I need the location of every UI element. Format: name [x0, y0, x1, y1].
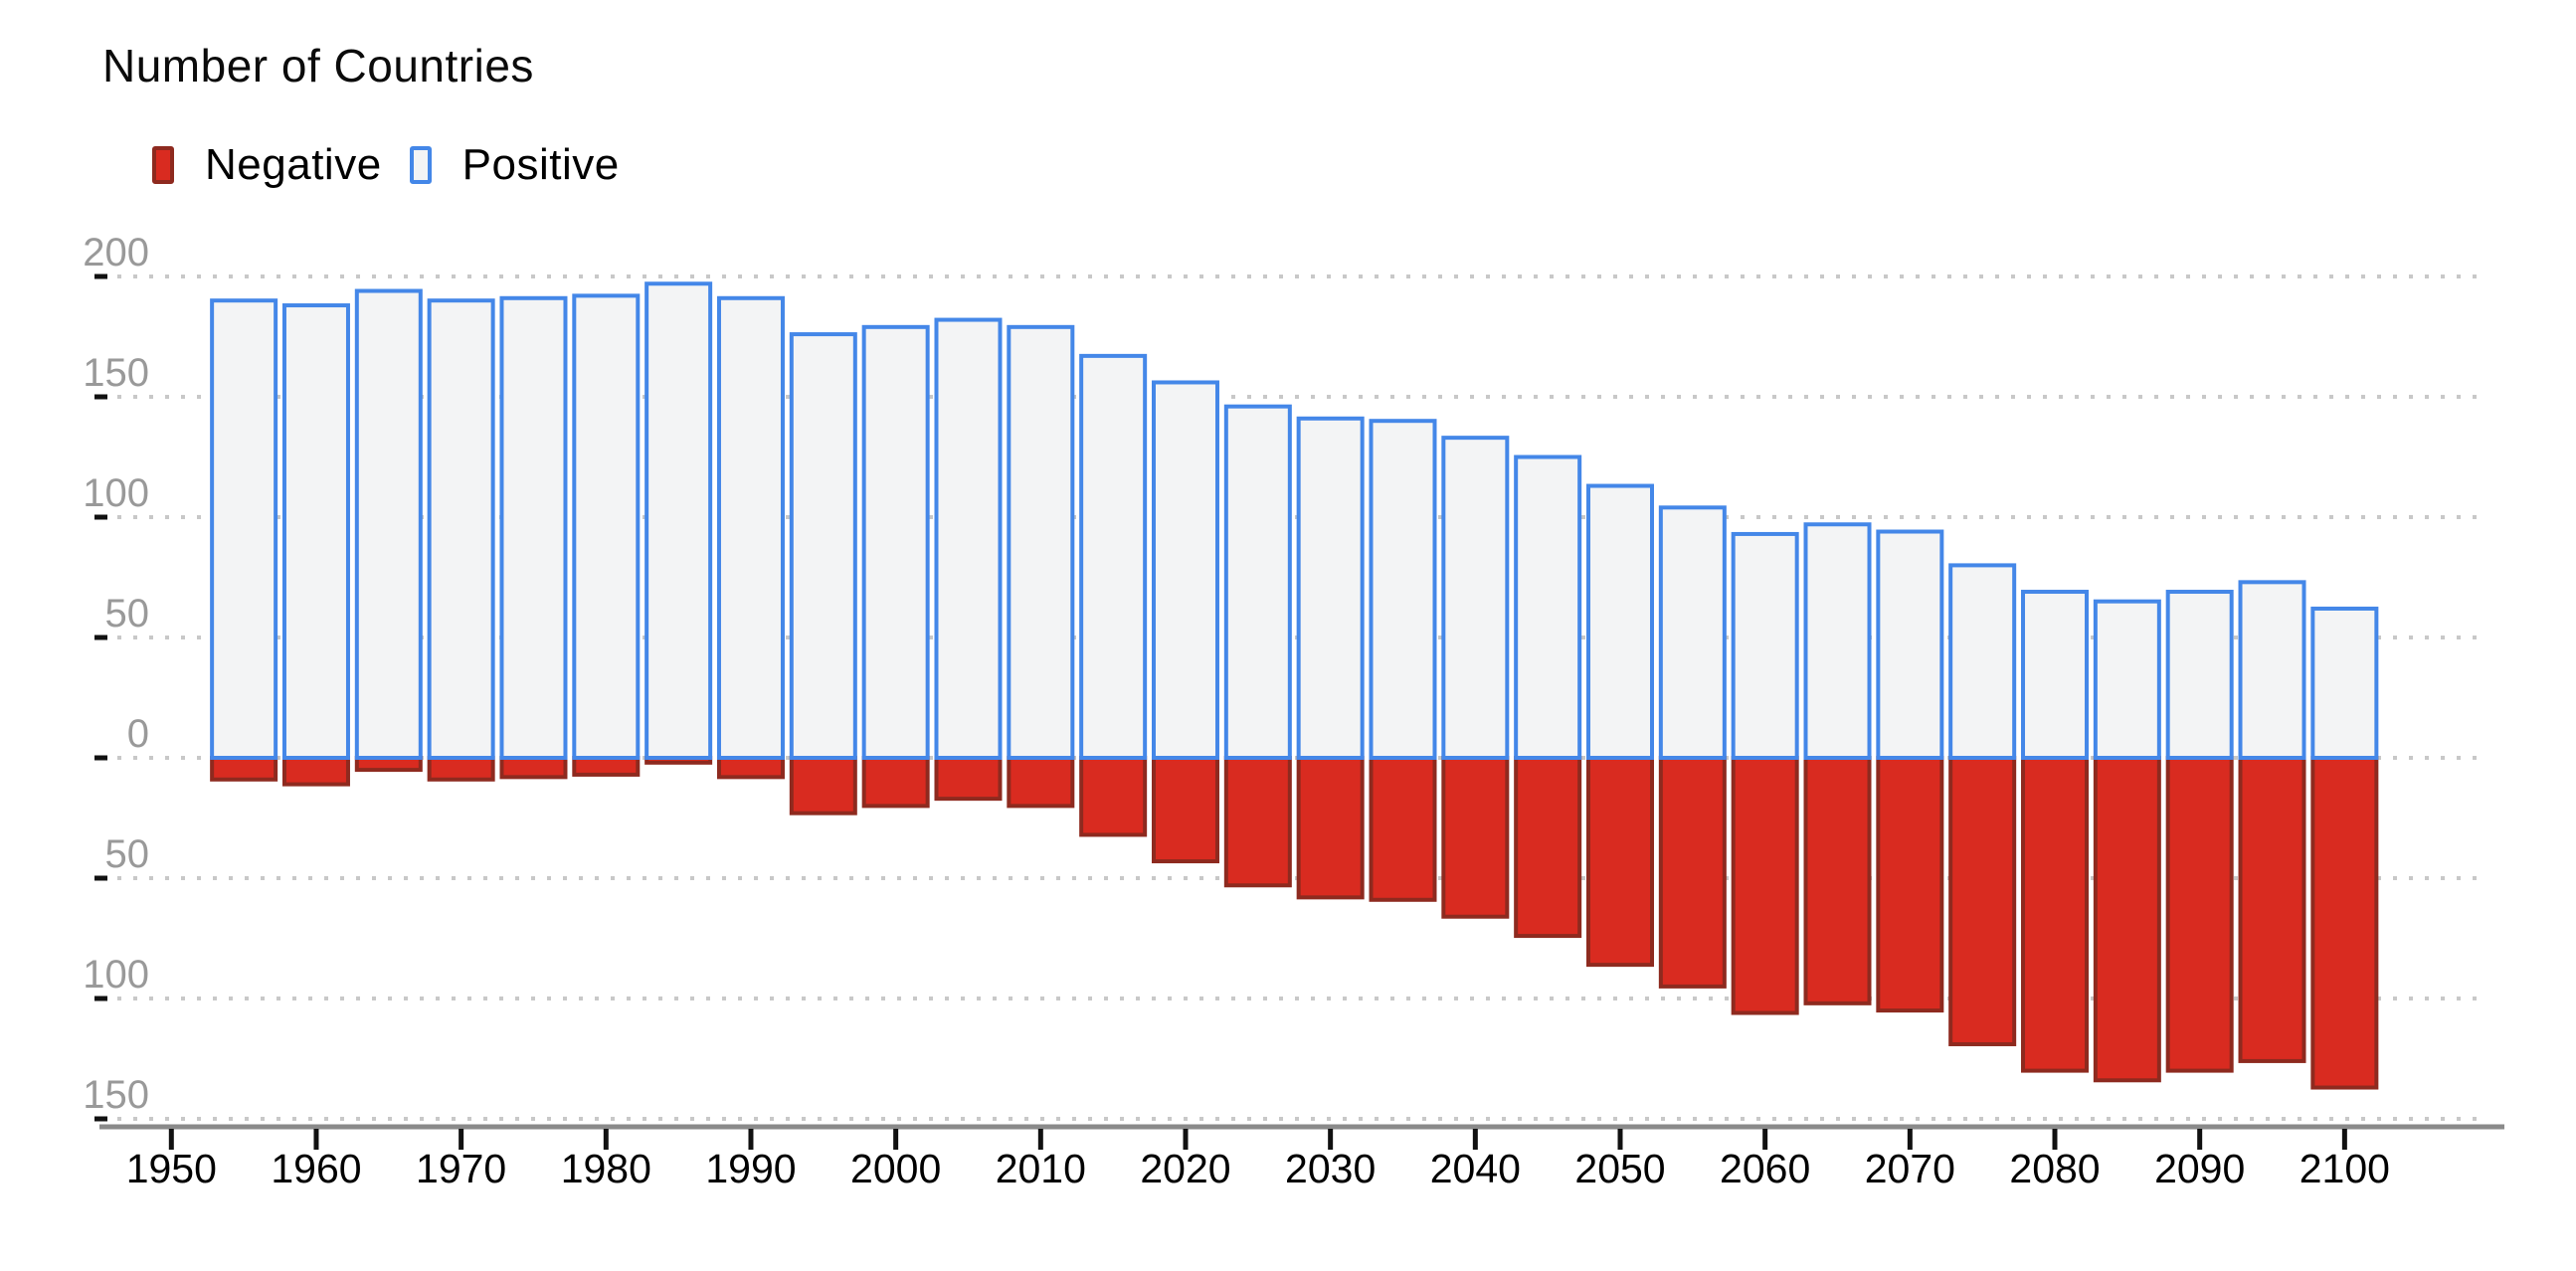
positive-bar [1876, 529, 1944, 761]
y-axis-tick-label: 150 [83, 1073, 149, 1117]
negative-bar [1948, 756, 2017, 1046]
y-axis-tick-label: 100 [83, 953, 149, 997]
negative-bar [2093, 756, 2161, 1083]
positive-bar [2310, 606, 2379, 761]
negative-bar [281, 756, 350, 787]
negative-bar [1079, 756, 1148, 837]
negative-bar [1369, 756, 1437, 902]
negative-swatch-icon [152, 146, 174, 184]
positive-swatch-icon [409, 146, 432, 184]
positive-bar [1514, 454, 1582, 760]
positive-bar [427, 298, 495, 760]
positive-bar [1658, 505, 1727, 760]
x-axis-tick-label: 1950 [126, 1146, 217, 1191]
negative-bar [1296, 756, 1365, 900]
positive-bar [1223, 404, 1292, 760]
negative-bar [210, 756, 278, 782]
negative-bar [861, 756, 930, 809]
negative-bar [2238, 756, 2306, 1063]
negative-bar [2310, 756, 2379, 1090]
negative-bar [1223, 756, 1292, 888]
legend: Negative Positive [152, 140, 620, 190]
negative-bar [1658, 756, 1727, 989]
positive-bar [2238, 580, 2306, 761]
negative-bar [2021, 756, 2090, 1073]
x-axis-tick-label: 2030 [1285, 1146, 1376, 1191]
negative-bar [499, 756, 568, 780]
negative-bar [1441, 756, 1510, 919]
x-axis-tick-label: 2040 [1430, 1146, 1521, 1191]
positive-bar [354, 288, 423, 760]
positive-bar [210, 298, 278, 760]
positive-bar [2165, 590, 2234, 761]
x-axis-tick-label: 1970 [416, 1146, 506, 1191]
positive-bar [789, 332, 857, 760]
positive-bar [1731, 531, 1799, 760]
positive-bar [1948, 563, 2017, 761]
positive-bar [1151, 380, 1219, 760]
x-axis-tick-label: 2020 [1140, 1146, 1230, 1191]
x-axis-tick-label: 1980 [561, 1146, 651, 1191]
y-axis-tick-label: 50 [105, 592, 150, 636]
negative-bar [572, 756, 641, 777]
negative-bar [2165, 756, 2234, 1073]
y-axis-tick-label: 50 [105, 832, 150, 876]
negative-bar [934, 756, 1003, 802]
positive-bar [1296, 416, 1365, 760]
negative-bar [716, 756, 785, 780]
y-axis-tick-label: 100 [83, 471, 149, 515]
x-axis-tick-label: 2080 [2009, 1146, 2100, 1191]
negative-bar [1731, 756, 1799, 1015]
positive-bar [2093, 599, 2161, 761]
negative-bar [789, 756, 857, 816]
negative-bar [1151, 756, 1219, 864]
positive-bar [1803, 522, 1872, 761]
legend-item-positive[interactable]: Positive [409, 140, 620, 190]
positive-bar [1586, 483, 1654, 760]
legend-item-negative[interactable]: Negative [152, 140, 382, 190]
negative-bar [1876, 756, 1944, 1013]
x-axis-tick-label: 2060 [1720, 1146, 1810, 1191]
x-axis-tick-label: 2070 [1865, 1146, 1955, 1191]
positive-bar [1079, 353, 1148, 760]
x-axis-tick-label: 2010 [996, 1146, 1086, 1191]
negative-bar [1803, 756, 1872, 1005]
negative-bar [1514, 756, 1582, 939]
positive-bar [716, 295, 785, 760]
positive-bar [934, 317, 1003, 760]
positive-bar [1007, 324, 1075, 760]
negative-bar [1586, 756, 1654, 968]
positive-bar [1369, 419, 1437, 760]
y-axis-tick-label: 200 [83, 231, 149, 274]
x-axis-tick-label: 2090 [2154, 1146, 2245, 1191]
negative-bar [1007, 756, 1075, 809]
x-axis-tick-label: 2050 [1574, 1146, 1665, 1191]
chart-title: Number of Countries [102, 40, 534, 91]
x-axis-tick-label: 2000 [850, 1146, 941, 1191]
legend-label-negative: Negative [205, 140, 382, 189]
x-axis-tick-label: 1960 [271, 1146, 361, 1191]
x-axis-tick-label: 1990 [705, 1146, 796, 1191]
positive-bar [572, 293, 641, 760]
positive-bar [644, 281, 713, 760]
positive-bar [861, 324, 930, 760]
negative-bar [427, 756, 495, 782]
y-axis-tick-label: 150 [83, 351, 149, 395]
legend-label-positive: Positive [461, 140, 620, 189]
positive-bar [281, 303, 350, 760]
y-axis-tick-label: 0 [127, 712, 149, 756]
positive-bar [1441, 436, 1510, 760]
positive-bar [499, 295, 568, 760]
positive-bar [2021, 590, 2090, 761]
x-axis-tick-label: 2100 [2300, 1146, 2390, 1191]
